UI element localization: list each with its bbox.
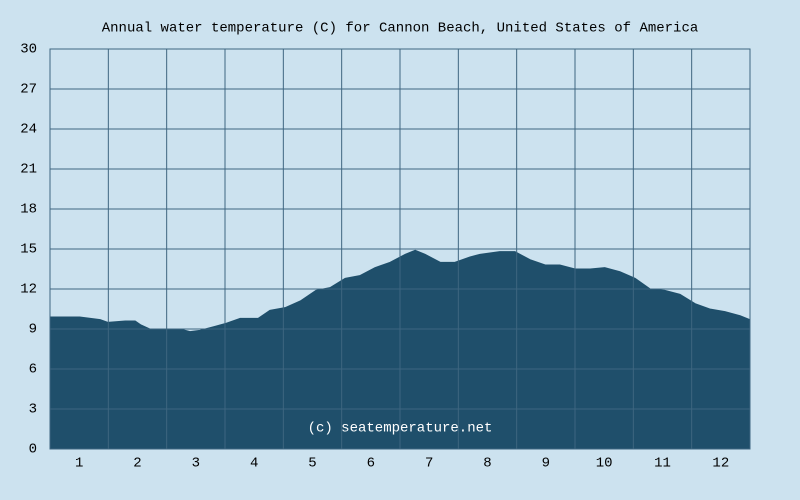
y-tick-label: 18 bbox=[20, 202, 37, 218]
x-tick-label: 10 bbox=[596, 456, 613, 472]
x-tick-label: 11 bbox=[654, 456, 671, 472]
y-tick-label: 27 bbox=[20, 82, 37, 98]
watermark: (c) seatemperature.net bbox=[308, 421, 493, 437]
y-tick-label: 9 bbox=[29, 322, 37, 338]
y-tick-label: 6 bbox=[29, 362, 37, 378]
plot-border bbox=[49, 48, 751, 450]
y-tick-label: 3 bbox=[29, 402, 37, 418]
x-tick-label: 7 bbox=[425, 456, 433, 472]
chart-title: Annual water temperature (C) for Cannon … bbox=[102, 21, 699, 37]
x-tick-label: 9 bbox=[542, 456, 550, 472]
x-tick-label: 4 bbox=[250, 456, 258, 472]
y-tick-label: 12 bbox=[20, 282, 37, 298]
y-tick-label: 21 bbox=[20, 162, 37, 178]
y-tick-label: 30 bbox=[20, 42, 37, 58]
x-tick-label: 1 bbox=[75, 456, 83, 472]
x-tick-label: 6 bbox=[367, 456, 375, 472]
x-tick-label: 3 bbox=[192, 456, 200, 472]
y-tick-label: 15 bbox=[20, 242, 37, 258]
x-tick-label: 5 bbox=[308, 456, 316, 472]
x-tick-label: 12 bbox=[712, 456, 729, 472]
y-tick-label: 24 bbox=[20, 122, 37, 138]
y-tick-label: 0 bbox=[29, 442, 37, 458]
x-tick-label: 8 bbox=[483, 456, 491, 472]
x-tick-label: 2 bbox=[133, 456, 141, 472]
